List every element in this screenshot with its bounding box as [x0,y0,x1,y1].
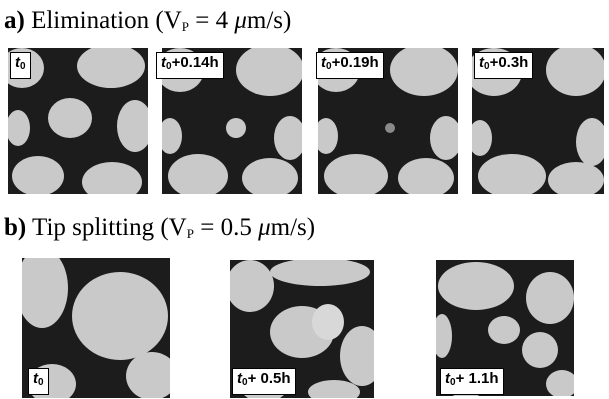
time-label-b2-suffix: + 0.5h [247,370,291,387]
time-label-b3-t: t [445,370,450,387]
heading-a-mu: μ [234,7,247,34]
micrograph-a1 [8,48,148,194]
heading-b-mu: μ [258,214,271,241]
time-label-b3-sub: 0 [450,377,456,388]
time-label-b1: t0 [28,368,49,395]
time-label-a4-sub: 0 [484,61,490,72]
heading-b-sub: P [186,226,194,241]
time-label-a3-t: t [321,54,326,71]
time-label-b1-sub: 0 [38,377,44,388]
time-label-a3: t0+0.19h [316,52,384,79]
heading-b-rest1: = 0.5 [193,214,259,241]
time-label-a4: t0+0.3h [474,52,534,79]
heading-tip-splitting: b) Tip splitting (VP = 0.5 μm/s) [4,215,315,240]
time-label-a1-t: t [15,54,20,71]
micrograph-b3 [436,260,574,396]
heading-a-sub: P [181,19,189,34]
time-label-a1: t0 [10,52,31,79]
heading-b-letter: b) [4,214,27,241]
heading-a-rest1: = 4 [188,7,235,34]
time-label-b3: t0+ 1.1h [440,368,504,395]
time-label-a4-t: t [479,54,484,71]
micrograph-a4 [472,48,604,194]
time-label-a2-sub: 0 [166,61,172,72]
time-label-b2-sub: 0 [242,377,248,388]
time-label-a4-suffix: +0.3h [489,54,529,71]
time-label-a3-sub: 0 [326,61,332,72]
heading-b-text: Tip splitting (V [32,214,187,241]
heading-a-rest2: m/s) [246,7,292,34]
time-label-a1-sub: 0 [20,61,26,72]
time-label-b2-t: t [237,370,242,387]
time-label-a2: t0+0.14h [156,52,224,79]
time-label-a3-suffix: +0.19h [331,54,379,71]
heading-elimination: a) Elimination (VP = 4 μm/s) [4,8,291,33]
heading-b-rest2: m/s) [270,214,316,241]
time-label-a2-t: t [161,54,166,71]
time-label-a2-suffix: +0.14h [171,54,219,71]
heading-a-text: Elimination (V [31,7,182,34]
time-label-b3-suffix: + 1.1h [455,370,499,387]
time-label-b1-t: t [33,370,38,387]
time-label-b2: t0+ 0.5h [232,368,296,395]
heading-a-letter: a) [4,7,25,34]
